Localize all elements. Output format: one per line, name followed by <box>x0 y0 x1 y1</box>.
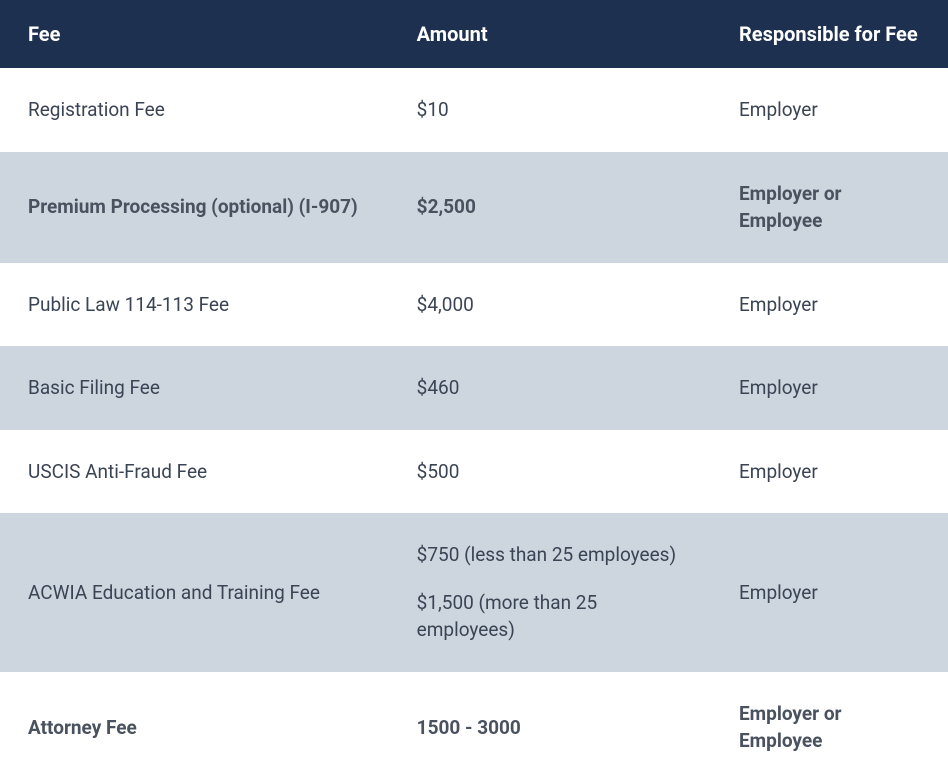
table-row: Attorney Fee 1500 - 3000 Employer or Emp… <box>0 672 948 783</box>
cell-fee: Premium Processing (optional) (I-907) <box>0 152 389 263</box>
cell-responsible: Employer <box>711 263 948 347</box>
cell-fee: Public Law 114-113 Fee <box>0 263 389 347</box>
cell-responsible: Employer <box>711 68 948 152</box>
amount-line-1: $750 (less than 25 employees) <box>417 541 683 569</box>
cell-fee: Registration Fee <box>0 68 389 152</box>
amount-line-2: $1,500 (more than 25 employees) <box>417 589 683 644</box>
cell-amount: $460 <box>389 346 711 430</box>
cell-responsible: Employer <box>711 513 948 672</box>
cell-responsible: Employer <box>711 346 948 430</box>
table-row: Basic Filing Fee $460 Employer <box>0 346 948 430</box>
col-header-fee: Fee <box>0 0 389 68</box>
cell-fee: Basic Filing Fee <box>0 346 389 430</box>
cell-fee: USCIS Anti-Fraud Fee <box>0 430 389 514</box>
cell-amount: $10 <box>389 68 711 152</box>
cell-fee: ACWIA Education and Training Fee <box>0 513 389 672</box>
table-row: ACWIA Education and Training Fee $750 (l… <box>0 513 948 672</box>
table-row: Public Law 114-113 Fee $4,000 Employer <box>0 263 948 347</box>
cell-amount: $500 <box>389 430 711 514</box>
col-header-amount: Amount <box>389 0 711 68</box>
cell-responsible: Employer or Employee <box>711 152 948 263</box>
table-row: Registration Fee $10 Employer <box>0 68 948 152</box>
cell-responsible: Employer or Employee <box>711 672 948 783</box>
cell-fee: Attorney Fee <box>0 672 389 783</box>
cell-amount: $4,000 <box>389 263 711 347</box>
table-row: USCIS Anti-Fraud Fee $500 Employer <box>0 430 948 514</box>
fee-table: Fee Amount Responsible for Fee Registrat… <box>0 0 948 783</box>
col-header-responsible: Responsible for Fee <box>711 0 948 68</box>
cell-amount: 1500 - 3000 <box>389 672 711 783</box>
table-header-row: Fee Amount Responsible for Fee <box>0 0 948 68</box>
cell-responsible: Employer <box>711 430 948 514</box>
cell-amount: $2,500 <box>389 152 711 263</box>
cell-amount: $750 (less than 25 employees) $1,500 (mo… <box>389 513 711 672</box>
table-row: Premium Processing (optional) (I-907) $2… <box>0 152 948 263</box>
